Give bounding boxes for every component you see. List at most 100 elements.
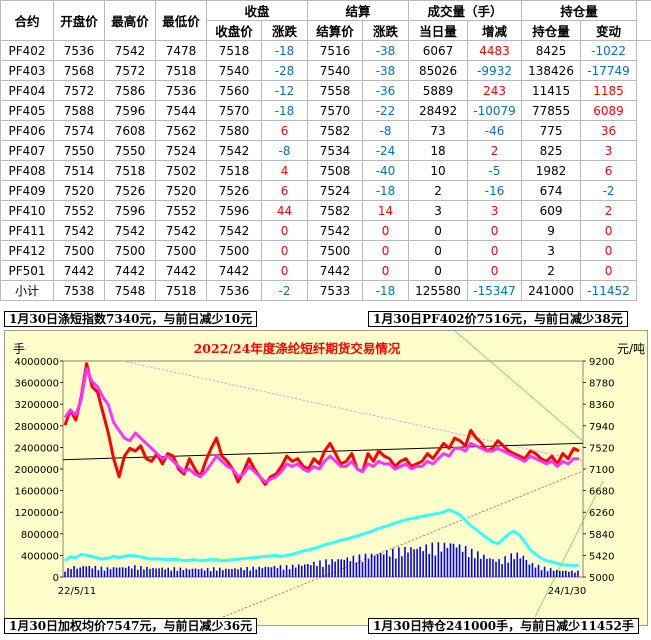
- cell-low: 7552: [155, 200, 207, 221]
- cell-open: 7552: [53, 200, 105, 221]
- cell-close: 7560: [206, 80, 262, 101]
- cell-settle-chg: -38: [362, 40, 410, 61]
- cell-open: 7514: [53, 160, 105, 181]
- cell-oi-chg: -1022: [580, 40, 638, 61]
- header-open: 开盘价: [53, 0, 105, 41]
- cell-low: 7518: [155, 60, 207, 81]
- cell-close: 7542: [206, 140, 262, 161]
- cell-settle-chg: -24: [362, 140, 410, 161]
- cell-low: 7544: [155, 100, 207, 121]
- cell-open: 7442: [53, 260, 105, 281]
- cell-settle-chg: -36: [362, 80, 410, 101]
- trend-line-green: [454, 331, 584, 442]
- futures-table: 合约 开盘价 最高价 最低价 收盘 结算 成交量（手） 持仓量 收盘价 涨跌 结…: [0, 0, 651, 301]
- cell-close: 7536: [206, 280, 262, 301]
- right-axis-unit: 元/吨: [617, 342, 645, 356]
- cell-high: 7500: [104, 240, 156, 261]
- cell-close-chg: -2: [260, 280, 309, 301]
- cell-settle-chg: 14: [362, 200, 410, 221]
- cell-settle: 7508: [307, 160, 364, 181]
- cell-vol-chg: -16: [467, 180, 523, 201]
- cell-high: 7442: [104, 260, 156, 281]
- cell-oi: 3: [521, 240, 582, 261]
- cell-close-chg: 0: [260, 240, 309, 261]
- cell-high: 7550: [104, 140, 156, 161]
- cell-oi-chg: 1185: [580, 80, 638, 101]
- cell-high: 7542: [104, 40, 156, 61]
- cell-close-chg: 6: [260, 120, 309, 141]
- header-settle: 结算价: [307, 20, 364, 41]
- chart-title: 2022/24年度涤纶短纤期货交易情况: [194, 341, 401, 356]
- left-tick-label: 2800000: [14, 422, 59, 433]
- cell-settle-chg: -40: [362, 160, 410, 181]
- cell-high: 7518: [104, 160, 156, 181]
- right-tick-label: 9200: [589, 357, 614, 368]
- cell-oi: 825: [521, 140, 582, 161]
- cell-oi: 1982: [521, 160, 582, 181]
- header-low: 最低价: [155, 0, 207, 41]
- header-oi-chg: 变动: [580, 20, 638, 41]
- header-volume-chg: 增减: [467, 20, 523, 41]
- left-tick-label: 400000: [21, 551, 59, 562]
- cell-vol-chg: -15347: [467, 280, 523, 301]
- table-row: PF501 7442 7442 7442 7442 0 7442 0 0 0 2 0: [0, 260, 651, 281]
- header-close-group: 收盘: [205, 0, 309, 21]
- cell-low: 7520: [155, 180, 207, 201]
- cell-open: 7520: [53, 180, 105, 201]
- cell-vol-chg: -10079: [467, 100, 523, 121]
- cell-settle: 7558: [307, 80, 364, 101]
- right-tick-label: 8360: [589, 400, 614, 411]
- cell-contract: PF403: [0, 60, 54, 81]
- table-header-sub: 收盘价 涨跌 结算价 涨跌 当日量 增减 持仓量 变动: [1, 20, 651, 41]
- cell-low: 7542: [155, 220, 207, 241]
- cell-close: 7580: [206, 120, 262, 141]
- cell-settle: 7570: [307, 100, 364, 121]
- chart-panel: 2022/24年度涤纶短纤期货交易情况手元/吨 4000000 3600000 320…: [4, 330, 648, 626]
- cell-oi-chg: 3: [580, 140, 638, 161]
- cell-low: 7502: [155, 160, 207, 181]
- cell-oi: 775: [521, 120, 582, 141]
- cell-close: 7442: [206, 260, 262, 281]
- cell-close: 7518: [206, 40, 262, 61]
- cell-settle: 7534: [307, 140, 364, 161]
- cell-low: 7518: [155, 280, 207, 301]
- right-tick-label: 6260: [589, 508, 614, 519]
- left-tick-label: 800000: [21, 530, 59, 541]
- open-interest-line: [64, 508, 580, 568]
- table-row: PF403 7568 7572 7518 7540 -28 7540 -38 85026 -993…: [0, 60, 651, 81]
- note-pf402: 1月30日PF402价7516元，与前日减少38元: [368, 311, 628, 327]
- cell-settle: 7533: [307, 280, 364, 301]
- cell-settle: 7524: [307, 180, 364, 201]
- cell-low: 7562: [155, 120, 207, 141]
- cell-settle-chg: -22: [362, 100, 410, 121]
- cell-oi-chg: 36: [580, 120, 638, 141]
- cell-close-chg: 6: [260, 180, 309, 201]
- table-row: PF408 7514 7518 7502 7518 4 7508 -40 10 -5 1982 6: [0, 160, 651, 181]
- cell-high: 7596: [104, 100, 156, 121]
- table-body: PF402 7536 7542 7478 7518 -18 7516 -38 6067 4483 8…: [0, 40, 651, 301]
- right-tick-label: 5840: [589, 530, 614, 541]
- x-label-start: 22/5/11: [58, 586, 97, 597]
- cell-close-chg: 44: [260, 200, 309, 221]
- cell-contract: PF409: [0, 180, 54, 201]
- cell-high: 7586: [104, 80, 156, 101]
- cell-oi: 8425: [521, 40, 582, 61]
- left-tick-label: 1600000: [14, 487, 59, 498]
- cell-vol-chg: -9932: [467, 60, 523, 81]
- cell-close-chg: 4: [260, 160, 309, 181]
- cell-vol: 73: [408, 120, 469, 141]
- cell-oi-chg: -17749: [580, 60, 638, 81]
- cell-low: 7478: [155, 40, 207, 61]
- cell-contract: PF402: [0, 40, 54, 61]
- cell-low: 7500: [155, 240, 207, 261]
- cell-settle: 7442: [307, 260, 364, 281]
- cell-oi-chg: 6089: [580, 100, 638, 121]
- cell-oi: 609: [521, 200, 582, 221]
- left-tick-label: 2400000: [14, 443, 59, 454]
- left-tick-label: 0: [53, 573, 59, 584]
- cell-contract: PF501: [0, 260, 54, 281]
- cell-close: 7500: [206, 240, 262, 261]
- cell-close: 7596: [206, 200, 262, 221]
- cell-oi-chg: -11452: [580, 280, 638, 301]
- cell-close: 7542: [206, 220, 262, 241]
